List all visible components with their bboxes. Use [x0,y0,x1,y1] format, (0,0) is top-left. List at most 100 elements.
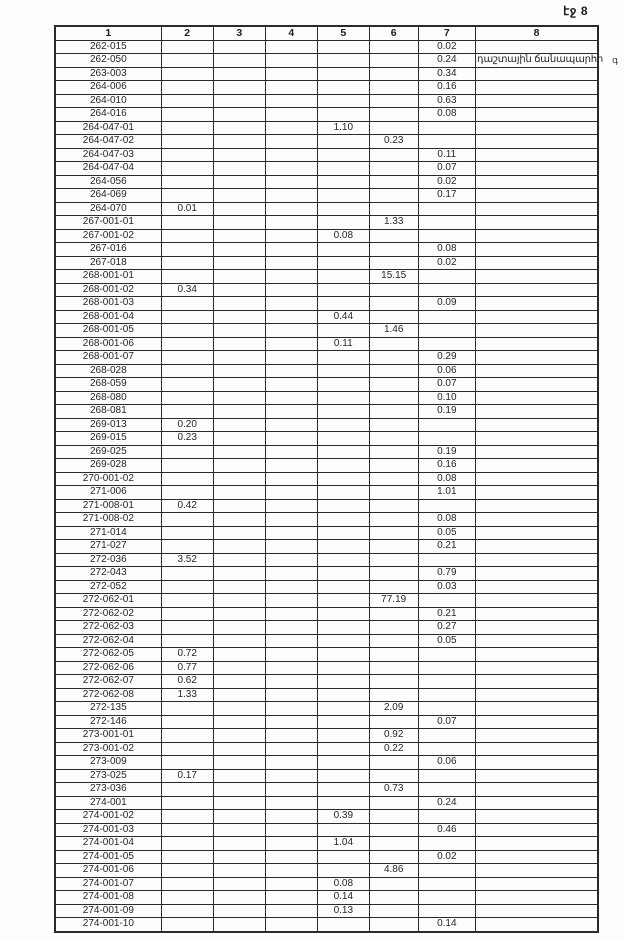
row-code: 272-062-07 [55,674,162,689]
row-value [212,255,266,270]
row-value [212,323,266,338]
row-value [368,836,419,851]
row-value [368,890,419,905]
row-value [316,917,370,932]
row-value [316,323,370,338]
row-code: 271-008-02 [55,512,162,527]
row-value [264,714,318,729]
row-value: 0.24 [417,53,477,68]
row-value [368,458,419,473]
row-value [264,201,318,216]
row-value [417,687,477,702]
row-value [417,593,477,608]
row-value [368,120,419,135]
row-code: 264-006 [55,80,162,95]
table-row: 268-001-02 0.34 [55,282,598,297]
row-value [316,107,370,122]
row-value [264,350,318,365]
row-value [368,566,419,581]
row-value [368,485,419,500]
row-value [316,53,370,68]
row-value [160,795,214,810]
row-value [316,255,370,270]
row-value [160,593,214,608]
table-row: 268-081 0.19 [55,404,598,419]
row-value [417,417,477,432]
row-value: 0.19 [417,404,477,419]
row-note [475,741,598,756]
row-value [212,512,266,527]
row-value [316,795,370,810]
row-value [417,903,477,918]
row-value [368,768,419,783]
row-value [316,606,370,621]
row-value [212,107,266,122]
row-value [212,458,266,473]
table-row: 273-036 0.73 [55,782,598,797]
row-value [264,728,318,743]
row-value [316,674,370,689]
row-value [264,903,318,918]
row-value [316,525,370,540]
table-row: 274-001-05 0.02 [55,849,598,864]
row-note [475,66,598,81]
row-value [368,53,419,68]
row-note [475,93,598,108]
row-value [160,174,214,189]
row-value: 0.05 [417,633,477,648]
row-value [316,296,370,311]
row-value [264,485,318,500]
row-value [264,404,318,419]
row-note [475,417,598,432]
row-code: 267-001-01 [55,215,162,230]
row-value: 0.07 [417,714,477,729]
row-note [475,471,598,486]
row-value [212,377,266,392]
row-value [368,633,419,648]
table-row: 272-135 2.09 [55,701,598,716]
table-row: 264-070 0.01 [55,201,598,216]
row-value: 2.09 [368,701,419,716]
row-value: 0.24 [417,795,477,810]
row-value [264,147,318,162]
row-value [160,161,214,176]
row-value [264,809,318,824]
row-code: 268-059 [55,377,162,392]
row-value [264,890,318,905]
row-value [160,525,214,540]
row-code: 273-001-01 [55,728,162,743]
row-note [475,606,598,621]
table-row: 272-062-07 0.62 [55,674,598,689]
row-value: 0.23 [368,134,419,149]
row-value [160,633,214,648]
row-value [264,525,318,540]
row-value [212,809,266,824]
row-value [368,404,419,419]
row-value [368,350,419,365]
table-row: 272-062-02 0.21 [55,606,598,621]
row-value [316,39,370,54]
row-value [212,876,266,891]
row-note [475,633,598,648]
row-value [368,674,419,689]
table-row: 264-069 0.17 [55,188,598,203]
row-value [368,876,419,891]
row-value: 0.05 [417,525,477,540]
column-header: 1 [55,26,162,41]
row-value: 15.15 [368,269,419,284]
row-value [212,390,266,405]
row-value [212,836,266,851]
row-note [475,228,598,243]
table-row: 271-008-02 0.08 [55,512,598,527]
row-value: 0.08 [417,107,477,122]
row-value [316,363,370,378]
row-value [212,134,266,149]
table-row: 264-016 0.08 [55,107,598,122]
row-value [212,633,266,648]
table-row: 268-001-05 1.46 [55,323,598,338]
row-code: 264-047-04 [55,161,162,176]
row-value [368,822,419,837]
row-note [475,431,598,446]
row-value [160,215,214,230]
row-value: 0.79 [417,566,477,581]
